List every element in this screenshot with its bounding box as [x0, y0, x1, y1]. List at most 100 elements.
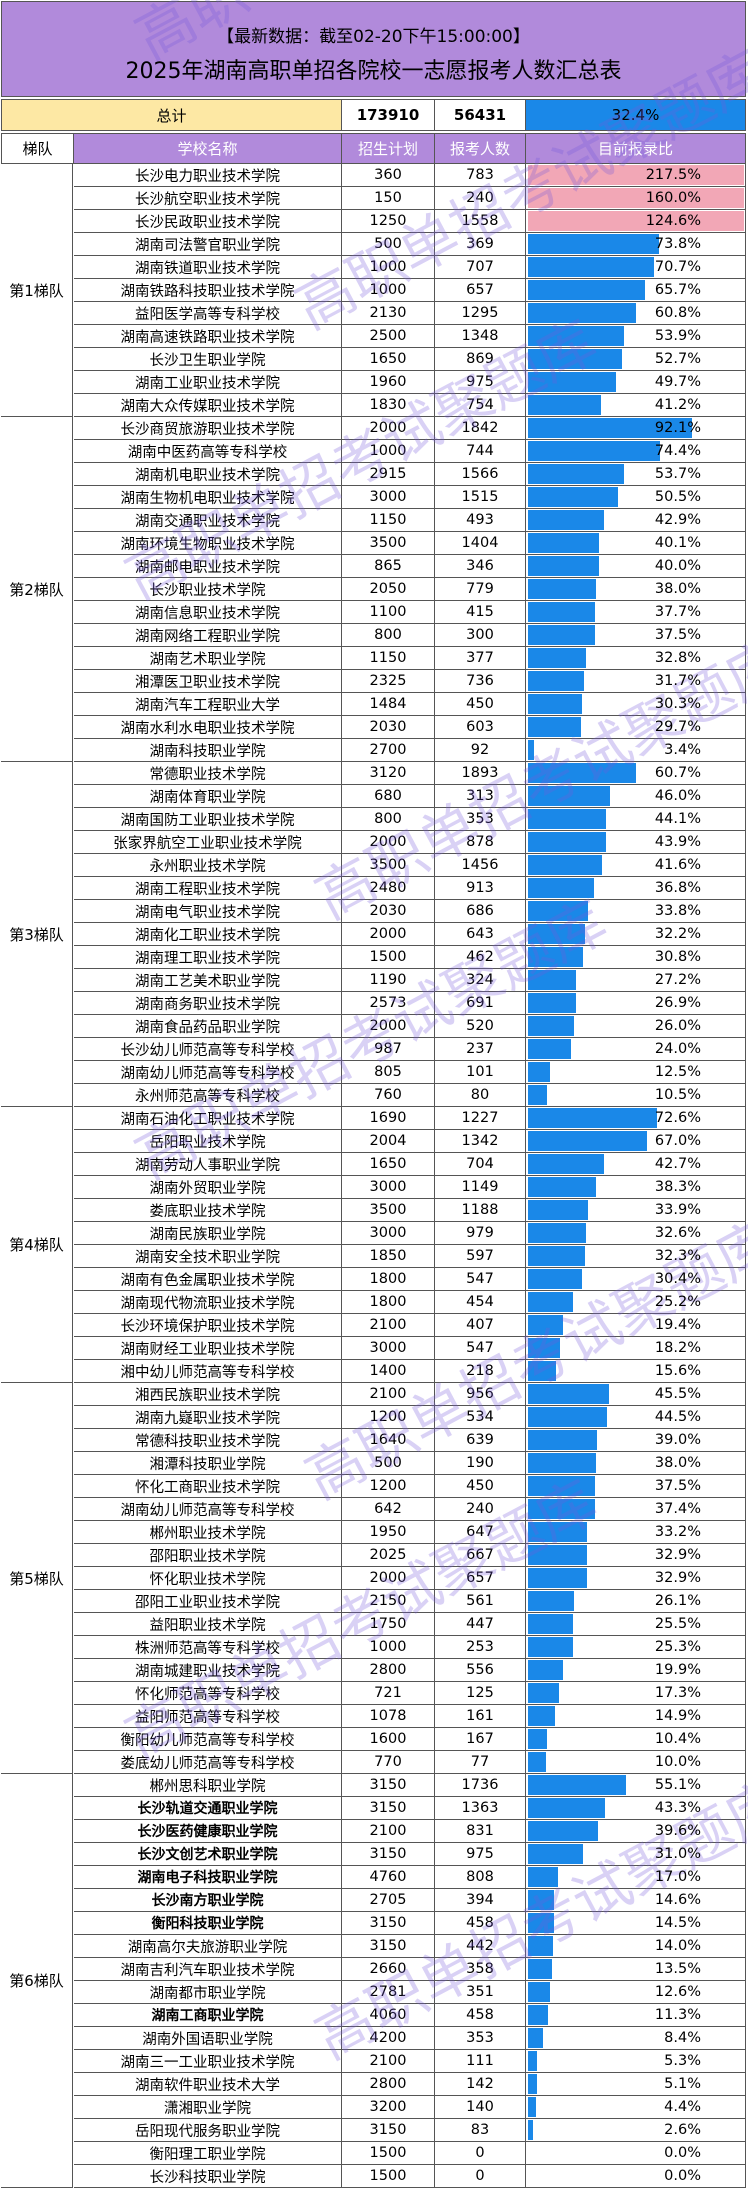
- ratio-cell: 67.0%: [526, 1130, 746, 1153]
- plan-count: 3500: [342, 532, 435, 555]
- ratio-cell: 31.0%: [526, 1843, 746, 1866]
- plan-count: 3150: [342, 1843, 435, 1866]
- school-name: 常德职业技术学院: [74, 762, 342, 785]
- ratio-cell: 53.9%: [526, 325, 746, 348]
- applicant-count: 686: [435, 900, 526, 923]
- ratio-cell: 0.0%: [526, 2142, 746, 2165]
- ratio-value: 38.0%: [654, 581, 701, 597]
- ratio-value: 15.6%: [654, 1363, 701, 1379]
- table-row: 永州职业技术学院 3500 1456 41.6%: [1, 854, 746, 877]
- school-name: 湖南吉利汽车职业技术学院: [74, 1958, 342, 1981]
- ratio-value: 36.8%: [654, 880, 701, 896]
- applicant-count: 597: [435, 1245, 526, 1268]
- ratio-value: 41.6%: [654, 857, 701, 873]
- table-row: 湖南水利水电职业技术学院 2030 603 29.7%: [1, 716, 746, 739]
- ratio-bar: [528, 303, 637, 323]
- plan-count: 3150: [342, 2119, 435, 2142]
- ratio-value: 30.8%: [654, 949, 701, 965]
- ratio-cell: 73.8%: [526, 233, 746, 256]
- school-name: 湖南高速铁路职业技术学院: [74, 325, 342, 348]
- ratio-cell: 37.5%: [526, 1475, 746, 1498]
- plan-count: 4060: [342, 2004, 435, 2027]
- plan-count: 2800: [342, 2073, 435, 2096]
- school-name: 湖南工程职业技术学院: [74, 877, 342, 900]
- plan-count: 2000: [342, 1015, 435, 1038]
- ratio-bar: [528, 1177, 597, 1197]
- plan-count: 1640: [342, 1429, 435, 1452]
- col-tier: 梯队: [1, 133, 74, 164]
- ratio-bar: [528, 2074, 538, 2094]
- plan-count: 2700: [342, 739, 435, 762]
- plan-count: 1830: [342, 394, 435, 417]
- ratio-cell: 52.7%: [526, 348, 746, 371]
- ratio-value: 72.6%: [654, 1110, 701, 1126]
- plan-count: 1000: [342, 256, 435, 279]
- table-row: 长沙职业技术学院 2050 779 38.0%: [1, 578, 746, 601]
- ratio-value: 55.1%: [654, 1777, 701, 1793]
- ratio-cell: 5.3%: [526, 2050, 746, 2073]
- ratio-value: 45.5%: [654, 1386, 701, 1402]
- plan-count: 2480: [342, 877, 435, 900]
- ratio-cell: 10.4%: [526, 1728, 746, 1751]
- ratio-bar: [528, 1315, 563, 1335]
- plan-count: 2000: [342, 417, 435, 440]
- ratio-cell: 12.5%: [526, 1061, 746, 1084]
- table-row: 怀化职业技术学院 2000 657 32.9%: [1, 1567, 746, 1590]
- table-row: 湖南电子科技职业学院 4760 808 17.0%: [1, 1866, 746, 1889]
- ratio-value: 37.4%: [654, 1501, 701, 1517]
- applicant-count: 142: [435, 2073, 526, 2096]
- ratio-bar: [528, 694, 582, 714]
- school-name: 娄底职业技术学院: [74, 1199, 342, 1222]
- ratio-cell: 42.9%: [526, 509, 746, 532]
- plan-count: 1200: [342, 1475, 435, 1498]
- update-time-note: 【最新数据：截至02-20下午15:00:00】: [217, 27, 530, 47]
- applicant-count: 407: [435, 1314, 526, 1337]
- applicant-count: 547: [435, 1268, 526, 1291]
- table-row: 湖南九嶷职业技术学院 1200 534 44.5%: [1, 1406, 746, 1429]
- plan-count: 2000: [342, 923, 435, 946]
- applicant-count: 736: [435, 670, 526, 693]
- plan-count: 2025: [342, 1544, 435, 1567]
- ratio-cell: 5.1%: [526, 2073, 746, 2096]
- applicant-count: 358: [435, 1958, 526, 1981]
- ratio-bar: [528, 1614, 574, 1634]
- ratio-bar: [528, 1453, 596, 1473]
- table-row: 湖南交通职业技术学院 1150 493 42.9%: [1, 509, 746, 532]
- plan-count: 1960: [342, 371, 435, 394]
- school-name: 衡阳科技职业学院: [74, 1912, 342, 1935]
- ratio-bar: [528, 1890, 554, 1910]
- totals-row: 总计 173910 56431 32.4%: [1, 99, 746, 131]
- school-name: 湖南民族职业学院: [74, 1222, 342, 1245]
- ratio-value: 46.0%: [654, 788, 701, 804]
- ratio-bar: [528, 809, 607, 829]
- school-name: 湖南商务职业技术学院: [74, 992, 342, 1015]
- ratio-cell: 31.7%: [526, 670, 746, 693]
- table-row: 益阳师范高等专科学校 1078 161 14.9%: [1, 1705, 746, 1728]
- table-row: 湖南化工职业技术学院 2000 643 32.2%: [1, 923, 746, 946]
- applicant-count: 447: [435, 1613, 526, 1636]
- ratio-value: 10.0%: [654, 1754, 701, 1770]
- school-name: 湖南电气职业技术学院: [74, 900, 342, 923]
- applicant-count: 1515: [435, 486, 526, 509]
- school-name: 湖南机电职业技术学院: [74, 463, 342, 486]
- plan-count: 2705: [342, 1889, 435, 1912]
- table-row: 湖南吉利汽车职业技术学院 2660 358 13.5%: [1, 1958, 746, 1981]
- ratio-cell: 33.2%: [526, 1521, 746, 1544]
- totals-ratio: 32.4%: [526, 99, 746, 131]
- ratio-bar: [528, 280, 645, 300]
- ratio-bar: [528, 2028, 543, 2048]
- applicant-count: 831: [435, 1820, 526, 1843]
- ratio-bar: [528, 1660, 564, 1680]
- ratio-value: 60.8%: [654, 305, 701, 321]
- ratio-cell: 65.7%: [526, 279, 746, 302]
- ratio-value: 32.9%: [654, 1547, 701, 1563]
- ratio-cell: 17.3%: [526, 1682, 746, 1705]
- applicant-count: 1893: [435, 762, 526, 785]
- ratio-value: 27.2%: [654, 972, 701, 988]
- school-name: 益阳医学高等专科学校: [74, 302, 342, 325]
- ratio-bar: [528, 2120, 533, 2140]
- applicant-count: 975: [435, 1843, 526, 1866]
- ratio-cell: 60.7%: [526, 762, 746, 785]
- table-row: 湖南三一工业职业技术学院 2100 111 5.3%: [1, 2050, 746, 2073]
- plan-count: 1078: [342, 1705, 435, 1728]
